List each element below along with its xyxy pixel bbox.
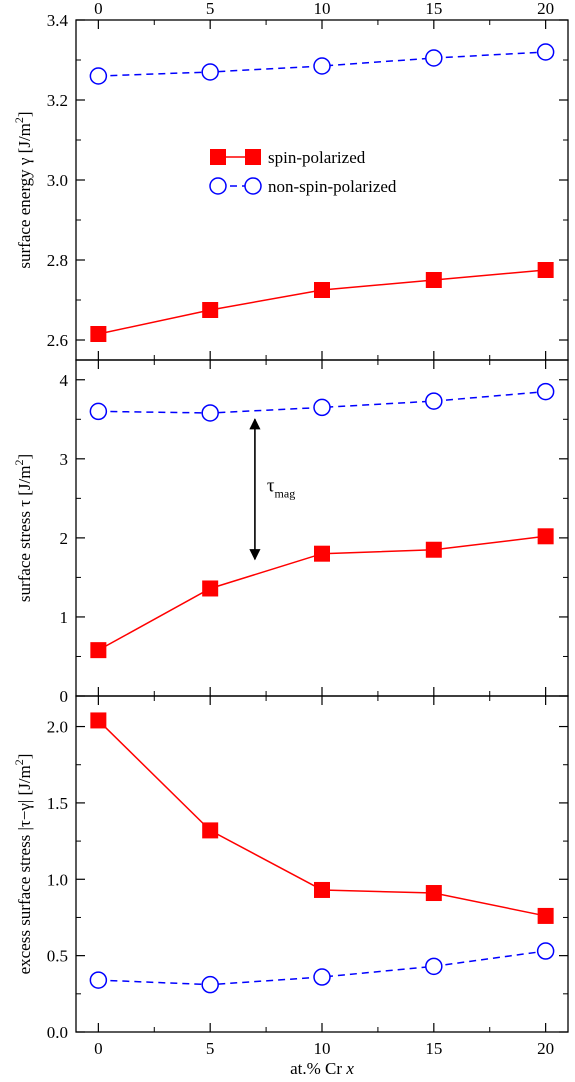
data-point-non-spin-polarized (313, 968, 331, 986)
data-point-non-spin-polarized (425, 392, 443, 410)
y-tick-label: 2 (60, 529, 69, 548)
y-tick-label: 3.4 (47, 11, 69, 30)
data-point-spin-polarized (90, 712, 107, 729)
top-x-tick-label: 10 (314, 0, 331, 18)
y-tick-label: 1.5 (47, 794, 68, 813)
legend-spin-marker-left (210, 149, 226, 165)
data-point-spin-polarized (537, 907, 554, 924)
data-point-spin-polarized (202, 580, 219, 597)
y-tick-label: 2.6 (47, 331, 68, 350)
legend-nonspin-label: non-spin-polarized (268, 177, 397, 196)
data-point-spin-polarized (314, 881, 330, 898)
y-tick-label: 0 (60, 687, 69, 706)
x-tick-label: 10 (314, 1039, 331, 1058)
data-point-spin-polarized (90, 326, 107, 342)
y-axis-label-excess-surface-stress: excess surface stress |τ−γ| [J/m2] (12, 754, 34, 975)
top-x-tick-label: 0 (94, 0, 103, 18)
legend-nonspin-marker-left (209, 177, 227, 195)
data-point-non-spin-polarized (536, 43, 555, 61)
data-point-spin-polarized (425, 272, 442, 288)
legend-nonspin-marker-right (244, 177, 262, 195)
x-tick-label: 5 (206, 1039, 215, 1058)
data-point-non-spin-polarized (201, 975, 219, 994)
series-line-non-spin-polarized (98, 390, 546, 414)
legend-spin-label: spin-polarized (268, 148, 366, 167)
data-point-spin-polarized (314, 545, 330, 562)
data-point-non-spin-polarized (425, 49, 443, 67)
data-point-non-spin-polarized (313, 57, 331, 75)
data-point-spin-polarized (537, 528, 554, 545)
y-axis-label-surface-energy: surface energy γ [J/m2] (12, 111, 34, 268)
data-point-non-spin-polarized (425, 957, 443, 976)
series-line-spin-polarized (98, 269, 546, 335)
y-tick-label: 3.0 (47, 171, 68, 190)
top-x-tick-label: 5 (206, 0, 215, 18)
data-point-spin-polarized (425, 541, 442, 558)
tick-labels: 2.6 2.8 3.0 3.2 3.4 0 5 10 15 20 0 1 2 3 4 0.0 0.5 1.0 1.5… (47, 0, 554, 1058)
data-point-non-spin-polarized (536, 382, 555, 401)
data-point-spin-polarized (314, 282, 330, 298)
data-point-non-spin-polarized (201, 63, 219, 81)
data-point-non-spin-polarized (89, 67, 108, 85)
y-tick-label: 2.8 (47, 251, 68, 270)
y-axis-label-surface-stress: surface stress τ [J/m2] (12, 454, 34, 602)
y-tick-label: 2.0 (47, 718, 68, 737)
data-point-spin-polarized (425, 885, 442, 902)
y-tick-label: 1.0 (47, 870, 68, 889)
data-point-non-spin-polarized (313, 398, 331, 417)
y-tick-label: 0.0 (47, 1023, 68, 1042)
x-tick-label: 15 (425, 1039, 442, 1058)
data-point-non-spin-polarized (536, 942, 555, 960)
axis-ticks (76, 19, 568, 1033)
legend: spin-polarized non-spin-polarized (209, 148, 397, 196)
data-point-non-spin-polarized (89, 971, 108, 989)
y-tick-label: 1 (60, 608, 69, 627)
x-axis-label: at.% Cr x (290, 1059, 354, 1078)
y-tick-label: 4 (60, 371, 69, 390)
data-point-spin-polarized (202, 822, 219, 839)
data-point-spin-polarized (537, 262, 554, 278)
x-tick-label: 0 (94, 1039, 103, 1058)
series-layer (89, 43, 555, 994)
top-x-tick-label: 15 (425, 0, 442, 18)
data-point-non-spin-polarized (89, 402, 108, 421)
series-line-non-spin-polarized (98, 950, 546, 986)
y-tick-label: 3 (60, 450, 69, 469)
y-tick-label: 3.2 (47, 91, 68, 110)
data-point-spin-polarized (202, 302, 219, 318)
x-tick-label: 20 (537, 1039, 554, 1058)
series-line-non-spin-polarized (98, 51, 546, 77)
tau-mag-label: τmag (267, 475, 295, 500)
legend-spin-marker-right (245, 149, 261, 165)
y-tick-label: 0.5 (47, 947, 68, 966)
top-x-tick-label: 20 (537, 0, 554, 18)
data-point-non-spin-polarized (201, 404, 219, 422)
data-point-spin-polarized (90, 642, 107, 659)
